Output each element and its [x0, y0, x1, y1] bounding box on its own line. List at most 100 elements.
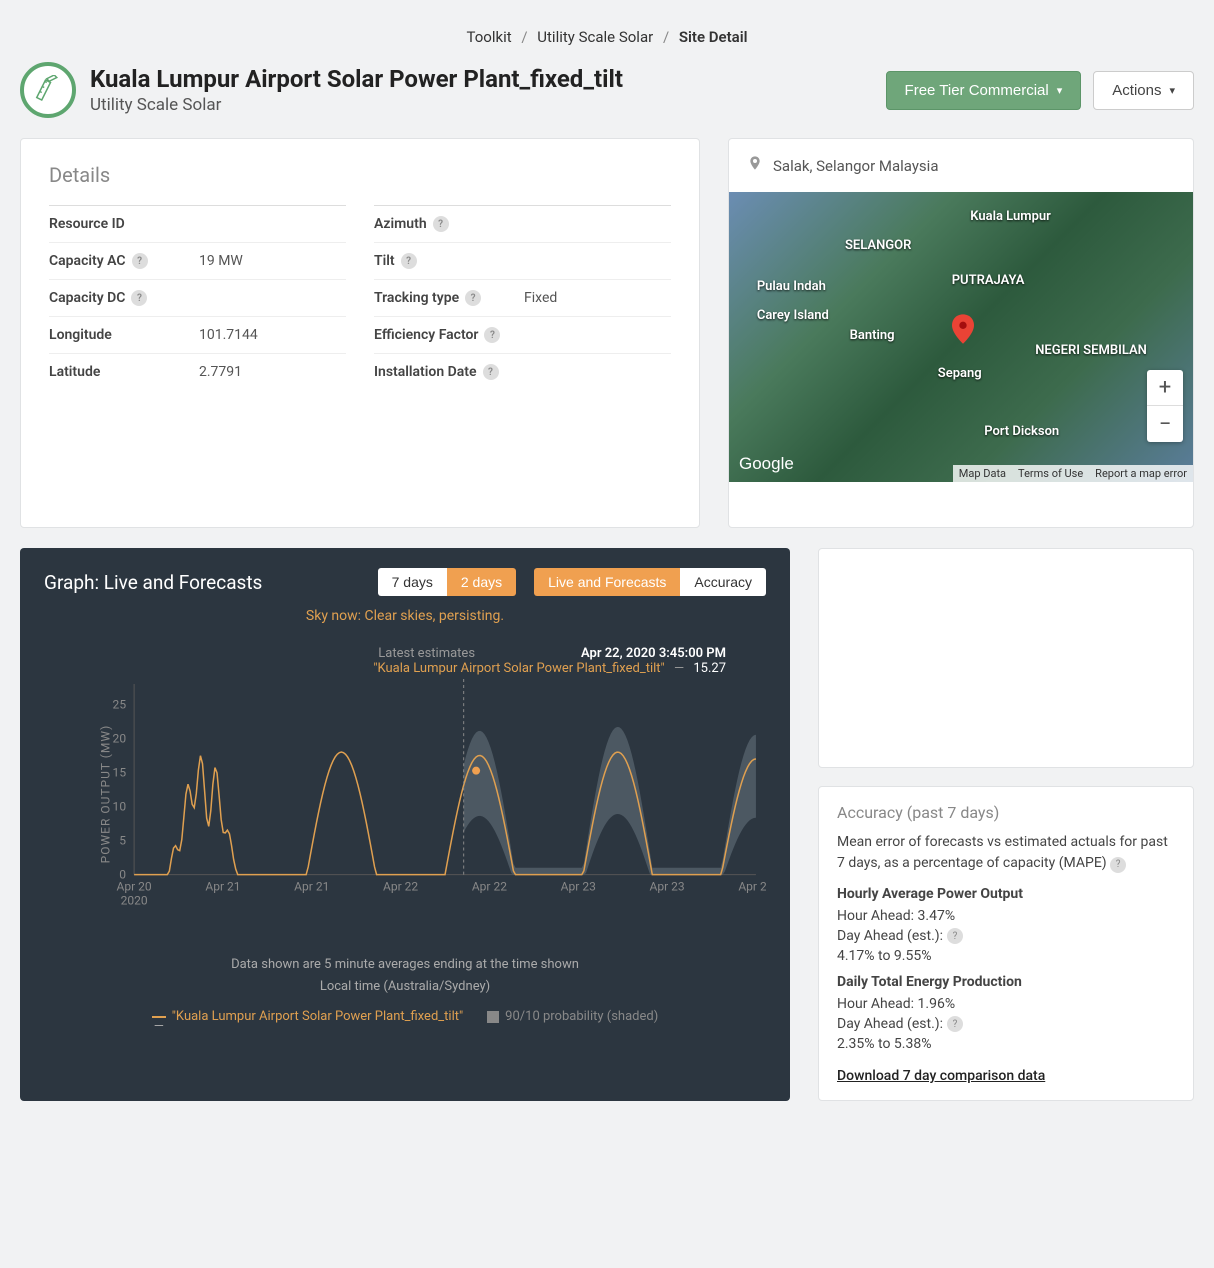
chart-timezone-note: Local time (Australia/Sydney) [44, 976, 766, 998]
actions-dropdown[interactable]: Actions ▾ [1093, 71, 1194, 110]
map-place-label: NEGERI SEMBILAN [1035, 343, 1147, 358]
zoom-in-button[interactable]: + [1147, 370, 1183, 406]
map-marker-icon [952, 314, 974, 336]
accuracy-section-title: Daily Total Energy Production [837, 974, 1175, 990]
tier-dropdown[interactable]: Free Tier Commercial ▾ [886, 71, 1082, 110]
accuracy-card: Accuracy (past 7 days) Mean error of for… [818, 786, 1194, 1101]
detail-row: Azimuth? [374, 205, 671, 242]
detail-row: Resource ID [49, 205, 346, 242]
map-report-link[interactable]: Report a map error [1089, 465, 1193, 482]
map-place-label: PUTRAJAYA [952, 273, 1025, 288]
map-pin-icon [747, 153, 763, 178]
detail-row: Capacity DC? [49, 279, 346, 316]
map-data-link[interactable]: Map Data [953, 465, 1012, 482]
detail-value: 101.7144 [199, 327, 258, 343]
accuracy-title: Accuracy (past 7 days) [837, 803, 1175, 822]
svg-text:Apr 23: Apr 23 [650, 880, 685, 894]
detail-label: Installation Date? [374, 364, 524, 380]
help-icon[interactable]: ? [433, 216, 449, 232]
map-terms-link[interactable]: Terms of Use [1012, 465, 1089, 482]
range-2days-button[interactable]: 2 days [447, 568, 516, 596]
svg-text:Apr 24: Apr 24 [738, 880, 766, 894]
chart-footer-note: Data shown are 5 minute averages ending … [44, 954, 766, 976]
google-logo: Google [739, 454, 794, 474]
svg-text:Apr 20: Apr 20 [117, 880, 152, 894]
map-card: Salak, Selangor Malaysia + − Google Map … [728, 138, 1194, 528]
help-icon[interactable]: ? [465, 290, 481, 306]
breadcrumb-link[interactable]: Utility Scale Solar [537, 28, 653, 46]
detail-value: 19 MW [199, 253, 243, 269]
svg-text:Apr 22: Apr 22 [472, 880, 507, 894]
map[interactable]: + − Google Map Data Terms of Use Report … [729, 192, 1193, 482]
accuracy-metric: Day Ahead (est.): ? [837, 1016, 1175, 1032]
page-title: Kuala Lumpur Airport Solar Power Plant_f… [90, 65, 623, 93]
download-comparison-link[interactable]: Download 7 day comparison data [837, 1068, 1045, 1084]
help-icon[interactable]: ? [132, 253, 148, 269]
detail-row: Capacity AC?19 MW [49, 242, 346, 279]
details-card: Details Resource IDCapacity AC?19 MWCapa… [20, 138, 700, 528]
help-icon[interactable]: ? [947, 1016, 963, 1032]
accuracy-metric: 2.35% to 5.38% [837, 1036, 1175, 1052]
detail-label: Efficiency Factor? [374, 327, 524, 343]
detail-label: Longitude [49, 327, 199, 343]
range-toggle: 7 days 2 days [378, 568, 517, 596]
chart-card: Graph: Live and Forecasts 7 days 2 days … [20, 548, 790, 1101]
mode-accuracy-button[interactable]: Accuracy [680, 568, 766, 596]
svg-text:25: 25 [113, 697, 127, 711]
accuracy-metric: Hour Ahead: 3.47% [837, 908, 1175, 924]
svg-text:15: 15 [113, 766, 127, 780]
detail-value: 2.7791 [199, 364, 242, 380]
svg-text:10: 10 [113, 800, 127, 814]
sky-now-label: Sky now: Clear skies, persisting. [44, 608, 766, 624]
breadcrumb: Toolkit / Utility Scale Solar / Site Det… [20, 20, 1194, 62]
map-place-label: SELANGOR [845, 238, 911, 253]
detail-label: Resource ID [49, 216, 199, 232]
accuracy-section-title: Hourly Average Power Output [837, 886, 1175, 902]
detail-label: Capacity AC? [49, 253, 199, 269]
svg-text:Apr 22: Apr 22 [383, 880, 418, 894]
details-title: Details [49, 163, 671, 187]
detail-label: Latitude [49, 364, 199, 380]
range-7days-button[interactable]: 7 days [378, 568, 447, 596]
legend-band-icon [487, 1011, 499, 1023]
help-icon[interactable]: ? [131, 290, 147, 306]
legend-series-label: "Kuala Lumpur Airport Solar Power Plant_… [172, 1006, 463, 1028]
map-place-label: Banting [850, 328, 895, 343]
chevron-down-icon: ▾ [1169, 84, 1175, 97]
chevron-down-icon: ▾ [1057, 84, 1063, 97]
map-place-label: Pulau Indah [757, 279, 826, 294]
map-place-label: Sepang [938, 366, 982, 381]
help-icon[interactable]: ? [484, 327, 500, 343]
detail-row: Tilt? [374, 242, 671, 279]
zoom-out-button[interactable]: − [1147, 406, 1183, 442]
svg-text:Apr 21: Apr 21 [294, 880, 329, 894]
breadcrumb-link[interactable]: Toolkit [466, 28, 511, 46]
page-subtitle: Utility Scale Solar [90, 95, 623, 115]
help-icon[interactable]: ? [483, 364, 499, 380]
breadcrumb-current: Site Detail [679, 28, 748, 46]
map-place-label: Port Dickson [984, 424, 1059, 439]
svg-text:Apr 21: Apr 21 [205, 880, 240, 894]
mode-toggle: Live and Forecasts Accuracy [534, 568, 766, 596]
site-icon [20, 62, 76, 118]
svg-text:2020: 2020 [121, 894, 148, 905]
accuracy-metric: 4.17% to 9.55% [837, 948, 1175, 964]
chart-tooltip: Apr 22, 2020 3:45:00 PM "Kuala Lumpur Ai… [373, 646, 726, 676]
legend-prob-label: 90/10 probability (shaded) [505, 1006, 658, 1028]
detail-value: Fixed [524, 290, 557, 306]
accuracy-metric: Hour Ahead: 1.96% [837, 996, 1175, 1012]
detail-label: Capacity DC? [49, 290, 199, 306]
detail-row: Installation Date? [374, 353, 671, 390]
map-place-label: Kuala Lumpur [970, 209, 1051, 224]
mode-live-button[interactable]: Live and Forecasts [534, 568, 680, 596]
help-icon[interactable]: ? [947, 928, 963, 944]
legend-line-icon: — [152, 1016, 166, 1018]
detail-row: Latitude2.7791 [49, 353, 346, 390]
help-icon[interactable]: ? [1110, 857, 1126, 873]
map-location: Salak, Selangor Malaysia [773, 157, 938, 175]
accuracy-metric: Day Ahead (est.): ? [837, 928, 1175, 944]
chart-title: Graph: Live and Forecasts [44, 571, 262, 594]
help-icon[interactable]: ? [401, 253, 417, 269]
placeholder-card [818, 548, 1194, 768]
chart-plot[interactable]: 0510152025Apr 20Apr 21Apr 21Apr 22Apr 22… [94, 674, 766, 905]
